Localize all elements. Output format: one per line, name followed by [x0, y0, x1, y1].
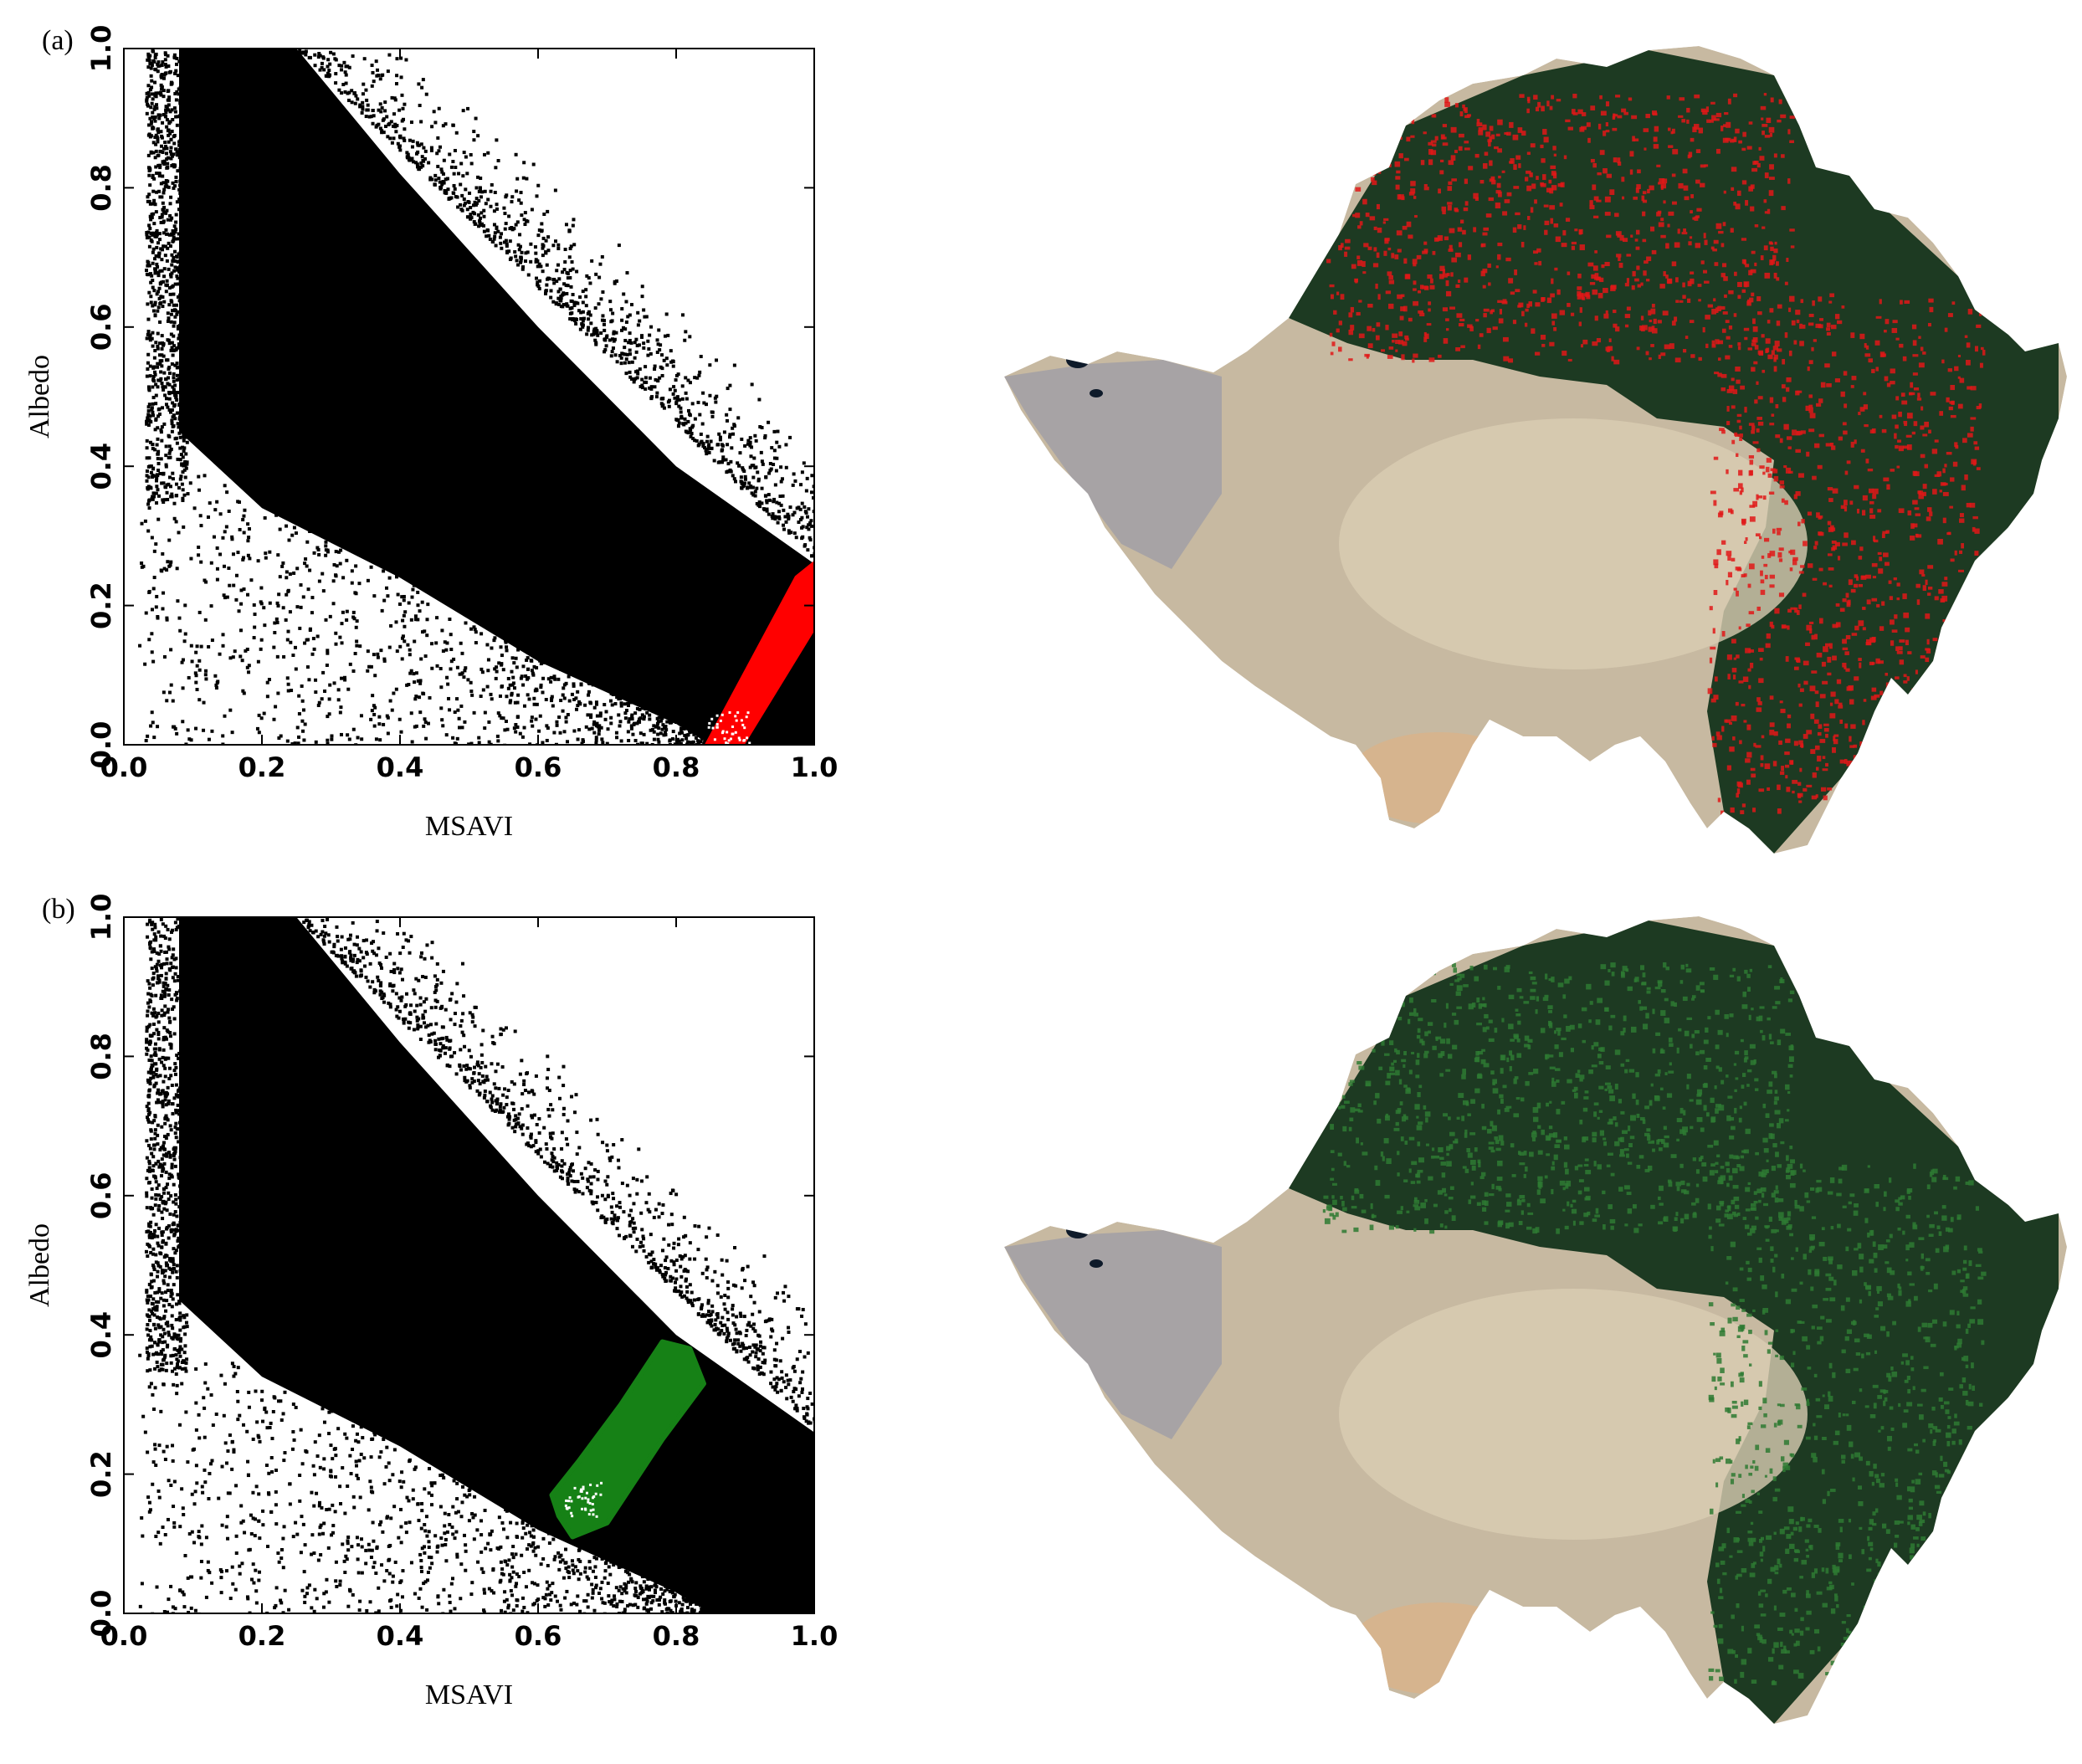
plot-b-highlight-region-0 — [549, 1339, 706, 1540]
map-b-forest — [1289, 920, 2059, 1724]
plot-b-point-cloud — [179, 917, 814, 1613]
plot-b-y-tick-label: 0.4 — [85, 1311, 117, 1359]
plot-a-y-tick-label: 0.4 — [85, 443, 117, 490]
plot-a-y-tick-label: 0.8 — [85, 164, 117, 212]
map-a-desert-south — [1347, 732, 1531, 824]
map-b-land — [1004, 916, 2067, 1724]
plot-a-y-axis: 0.0 0.2 0.4 0.6 0.8 1.0 — [85, 25, 814, 769]
map-a-overlay-pixels — [1322, 92, 1986, 815]
plot-a-y-axis-title: Albedo — [24, 355, 55, 438]
plot-a-y-tick-label: 0.6 — [85, 303, 117, 351]
plot-a-y-tick-label: 0.0 — [85, 721, 117, 769]
plot-a-x-axis: 0.0 0.2 0.4 0.6 0.8 1.0 — [100, 49, 837, 783]
map-a-desert-center — [1339, 418, 1808, 669]
plot-a-x-tick-label: 1.0 — [791, 751, 837, 783]
map-a-lake-small — [1090, 389, 1103, 397]
scatter-plot-a: 0.0 0.2 0.4 0.6 0.8 1.0 0.0 0.2 0.4 0.6 0.8 1.0 MSAV… — [0, 0, 837, 887]
scatter-plot-a-svg: 0.0 0.2 0.4 0.6 0.8 1.0 0.0 0.2 0.4 0.6 0.8 1.0 MSAV… — [24, 25, 837, 842]
plot-a-y-tick-label: 1.0 — [85, 25, 117, 73]
plot-a-x-tick-label: 0.2 — [238, 751, 286, 783]
region-map-a-image — [1004, 46, 2067, 854]
plot-b-plot-frame — [123, 916, 815, 1614]
region-map-b — [971, 895, 2075, 1741]
plot-b-stray-points — [138, 917, 814, 1613]
map-b-desert-center — [1339, 1289, 1808, 1540]
map-b-west-rock — [1004, 1230, 1222, 1439]
plot-b-x-tick-label: 0.4 — [377, 1620, 424, 1652]
plot-b-x-tick-label: 0.6 — [515, 1620, 562, 1652]
map-a-lake — [1066, 351, 1090, 368]
map-a-west-rock — [1004, 360, 1222, 569]
panel-label-a: (a) — [42, 25, 74, 56]
plot-a-plot-frame — [123, 48, 815, 746]
map-b-lake-small — [1090, 1259, 1103, 1268]
plot-b-x-tick-label: 0.8 — [653, 1620, 700, 1652]
plot-b-plot-area — [138, 917, 814, 1613]
plot-b-x-tick-label: 0.2 — [238, 1620, 286, 1652]
plot-b-y-tick-label: 0.6 — [85, 1172, 117, 1219]
plot-a-highlight-region-0 — [705, 561, 814, 745]
region-map-a — [971, 25, 2075, 870]
plot-b-y-tick-label: 0.2 — [85, 1450, 117, 1498]
plot-a-x-tick-label: 0.0 — [100, 751, 148, 783]
plot-a-x-tick-label: 0.8 — [653, 751, 700, 783]
map-a-land — [1004, 46, 2067, 854]
plot-b-y-axis: 0.0 0.2 0.4 0.6 0.8 1.0 — [85, 894, 814, 1638]
map-b-lake — [1066, 1222, 1090, 1238]
scatter-plot-b: 0.0 0.2 0.4 0.6 0.8 1.0 0.0 0.2 0.4 0.6 0.8 1.0 MSAV… — [0, 869, 837, 1764]
plot-a-plot-area — [138, 49, 814, 745]
plot-a-x-axis-title: MSAVI — [425, 811, 513, 842]
plot-b-y-tick-label: 1.0 — [85, 894, 117, 941]
region-map-b-image — [1004, 916, 2067, 1724]
plot-b-y-tick-label: 0.0 — [85, 1590, 117, 1638]
plot-b-x-tick-label: 0.0 — [100, 1620, 148, 1652]
panel-label-b: (b) — [42, 894, 75, 925]
map-b-desert-south — [1347, 1602, 1531, 1695]
plot-b-x-axis: 0.0 0.2 0.4 0.6 0.8 1.0 — [100, 917, 837, 1652]
scatter-plot-b-svg: 0.0 0.2 0.4 0.6 0.8 1.0 0.0 0.2 0.4 0.6 0.8 1.0 MSAV… — [24, 894, 837, 1710]
plot-a-x-tick-label: 0.6 — [515, 751, 562, 783]
plot-b-y-tick-label: 0.8 — [85, 1033, 117, 1080]
plot-b-highlight-specks-0 — [564, 1481, 603, 1518]
plot-b-x-axis-title: MSAVI — [425, 1679, 513, 1710]
plot-b-x-tick-label: 1.0 — [791, 1620, 837, 1652]
plot-b-y-axis-title: Albedo — [24, 1223, 55, 1307]
plot-a-y-tick-label: 0.2 — [85, 582, 117, 629]
plot-a-stray-points — [138, 49, 814, 745]
map-a-forest — [1289, 50, 2059, 854]
plot-a-x-tick-label: 0.4 — [377, 751, 424, 783]
plot-a-point-cloud — [179, 49, 814, 745]
plot-a-highlight-specks-0 — [707, 711, 751, 745]
